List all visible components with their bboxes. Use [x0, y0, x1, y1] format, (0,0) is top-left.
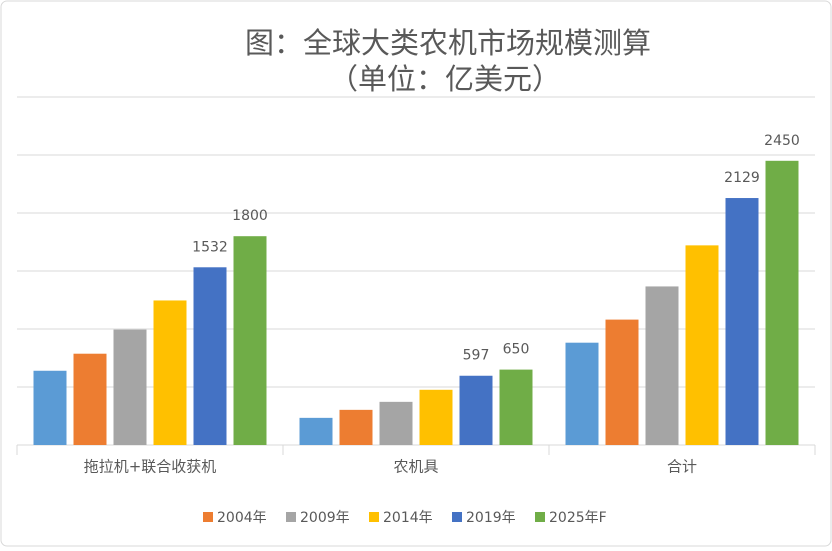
legend-swatch — [286, 512, 296, 522]
bar — [725, 198, 759, 445]
bar — [233, 236, 267, 445]
legend-swatch — [203, 512, 213, 522]
data-label: 597 — [463, 348, 490, 364]
bar — [765, 160, 799, 446]
chart-title: 图：全球大类农机市场规模测算 — [245, 26, 651, 60]
data-label: 1800 — [232, 208, 268, 224]
x-tick-label: 农机具 — [393, 458, 438, 476]
chart-subtitle: （单位：亿美元） — [329, 62, 561, 96]
bar — [605, 319, 639, 445]
legend-label: 2025年F — [549, 510, 607, 526]
bar — [459, 375, 493, 445]
bar — [33, 370, 67, 445]
legend-swatch — [535, 512, 545, 522]
data-label: 2129 — [724, 170, 760, 186]
bar — [499, 369, 533, 445]
legend-swatch — [369, 512, 379, 522]
legend-label: 2004年 — [217, 510, 267, 526]
data-label: 1532 — [192, 239, 228, 255]
bar — [419, 389, 453, 445]
bar — [113, 329, 147, 445]
legend-swatch — [452, 512, 462, 522]
bar — [645, 286, 679, 445]
bar — [339, 409, 373, 445]
legend-label: 2019年 — [466, 510, 516, 526]
bar — [565, 342, 599, 445]
x-tick-label: 拖拉机+联合收获机 — [84, 458, 217, 476]
data-label: 650 — [503, 342, 530, 358]
bar — [685, 245, 719, 445]
legend-label: 2009年 — [300, 510, 350, 526]
x-tick-label: 合计 — [667, 458, 697, 476]
legend-label: 2014年 — [383, 510, 433, 526]
bar — [73, 353, 107, 445]
bar — [379, 401, 413, 445]
bar — [299, 417, 333, 445]
bar — [153, 300, 187, 445]
bar — [193, 267, 227, 445]
data-label: 2450 — [764, 133, 800, 149]
